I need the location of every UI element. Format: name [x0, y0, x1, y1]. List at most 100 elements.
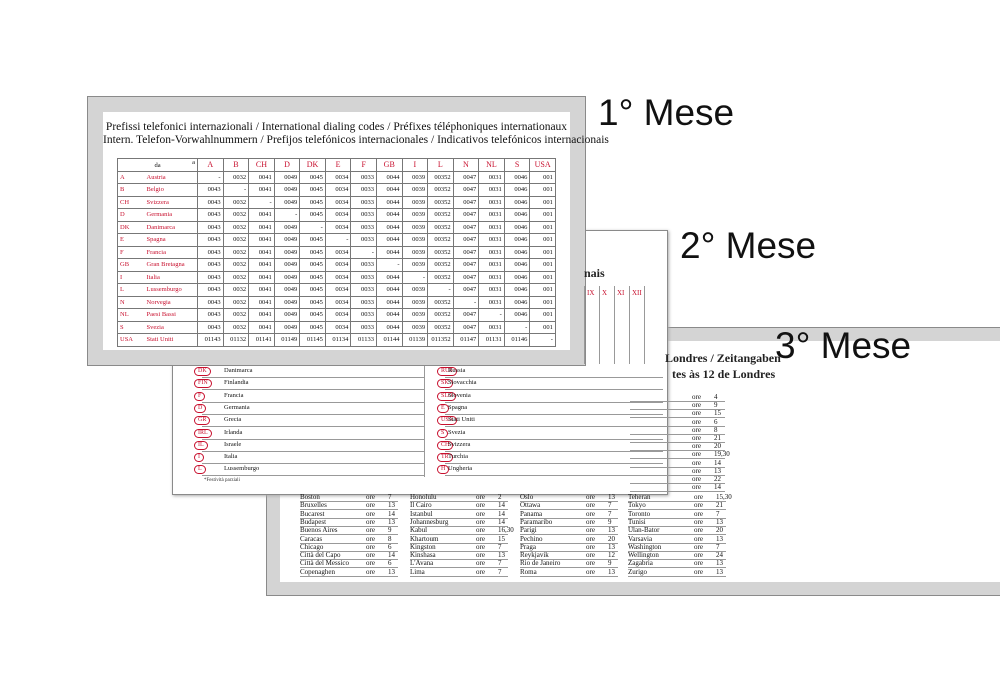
- cell: 0044: [375, 283, 403, 297]
- cell: 0032: [222, 258, 250, 272]
- hour: 14: [498, 517, 505, 526]
- row-country: Norvegia: [144, 295, 199, 309]
- city-name: Pechino: [520, 534, 543, 543]
- row-country: Francia: [144, 245, 199, 259]
- cell: 0032: [222, 295, 250, 309]
- rule: [520, 559, 618, 560]
- unit: ore: [692, 458, 701, 467]
- rule: [300, 550, 398, 552]
- rule: [445, 450, 663, 452]
- rule: [410, 501, 508, 502]
- cell: 0047: [452, 270, 480, 284]
- cell: -: [375, 258, 403, 272]
- cell: 0033: [350, 170, 377, 184]
- rule: [628, 559, 726, 560]
- cell: 0041: [248, 183, 275, 197]
- city-name: Chicago: [300, 542, 324, 551]
- rule: [445, 475, 663, 476]
- country-code: FIN: [194, 379, 212, 389]
- cell: 0043: [197, 220, 224, 234]
- cell: 0047: [452, 195, 480, 209]
- column-header: N: [452, 158, 480, 172]
- rule: [520, 575, 618, 577]
- hour: 13: [716, 559, 723, 568]
- unit: ore: [366, 559, 375, 568]
- rule: [300, 509, 398, 510]
- city-name: L'Avana: [410, 559, 434, 568]
- hour: 7: [608, 501, 612, 510]
- cell: 0044: [375, 295, 403, 309]
- cell: 0049: [273, 295, 301, 309]
- cell: 0044: [375, 208, 403, 222]
- vrule: [584, 286, 585, 364]
- country-name: Germania: [224, 403, 250, 411]
- row-code: B: [117, 183, 145, 197]
- country-code: CH: [437, 440, 454, 450]
- rule: [202, 426, 424, 427]
- cell: 0031: [478, 258, 505, 272]
- cell: 0045: [299, 283, 326, 297]
- cell: 0046: [503, 208, 531, 222]
- column-header: S: [503, 158, 531, 172]
- cell: 0031: [478, 170, 505, 184]
- cell: 0034: [324, 295, 352, 309]
- country-code: TR: [437, 453, 453, 463]
- cell: 0049: [273, 320, 301, 334]
- cell: 0034: [324, 170, 352, 184]
- cell: 0049: [273, 270, 301, 284]
- rule: [202, 377, 424, 378]
- unit: ore: [476, 509, 485, 518]
- cell: 0047: [452, 233, 480, 247]
- rule: [445, 438, 663, 440]
- city-name: Kabul: [410, 526, 428, 535]
- table-row: NL Paesi Bassi 0043 0032 0041 0049 0045 0034 003…: [117, 308, 556, 322]
- cell: 0039: [401, 170, 429, 184]
- hour: 9: [714, 401, 718, 410]
- month-label: 1° Mese: [598, 92, 735, 133]
- unit: ore: [476, 534, 485, 543]
- cell: 0034: [324, 258, 352, 272]
- cell: 0033: [350, 308, 377, 322]
- city-name: Bucarest: [300, 509, 325, 518]
- cell: 0047: [452, 283, 480, 297]
- cell: 0043: [197, 195, 224, 209]
- unit: ore: [476, 551, 485, 560]
- unit: ore: [366, 501, 375, 510]
- unit: ore: [692, 442, 701, 451]
- hour: 6: [714, 417, 718, 426]
- rule: [628, 501, 726, 502]
- country-code: H: [437, 465, 450, 475]
- hour: 7: [498, 567, 502, 576]
- cell: 0045: [299, 233, 326, 247]
- rule: [628, 534, 726, 535]
- table-row: L Lussemburgo 0043 0032 0041 0049 0045 0034 0033…: [117, 283, 556, 297]
- cell: 0034: [324, 208, 352, 222]
- cell: 0043: [197, 258, 224, 272]
- cell: 001: [529, 258, 556, 272]
- unit: ore: [692, 401, 701, 410]
- row-country: Stati Uniti: [144, 333, 199, 347]
- country-name: Spagna: [448, 403, 468, 411]
- cell: 0032: [222, 170, 250, 184]
- cell: 0046: [503, 258, 531, 272]
- unit: ore: [694, 501, 703, 510]
- hour: 20: [714, 442, 721, 451]
- row-country: Austria: [144, 170, 199, 184]
- cell: 00352: [427, 308, 454, 322]
- cell: 0041: [248, 295, 275, 309]
- unit: ore: [692, 466, 701, 475]
- cell: 0041: [248, 320, 275, 334]
- hour: 13: [608, 526, 615, 535]
- cell: 0032: [222, 283, 250, 297]
- cell: 0044: [375, 245, 403, 259]
- hour: 9: [388, 526, 392, 535]
- cell: -: [350, 245, 377, 259]
- rule: [628, 567, 726, 568]
- row-code: CH: [117, 195, 145, 209]
- rule: [300, 534, 398, 535]
- country-code: USA: [437, 416, 458, 426]
- cell: 01134: [324, 333, 352, 347]
- rule: [520, 501, 618, 502]
- cell: 0033: [350, 183, 377, 197]
- table-row: E Spagna 0043 0032 0041 0049 0045-0033 0044 0039…: [117, 233, 556, 247]
